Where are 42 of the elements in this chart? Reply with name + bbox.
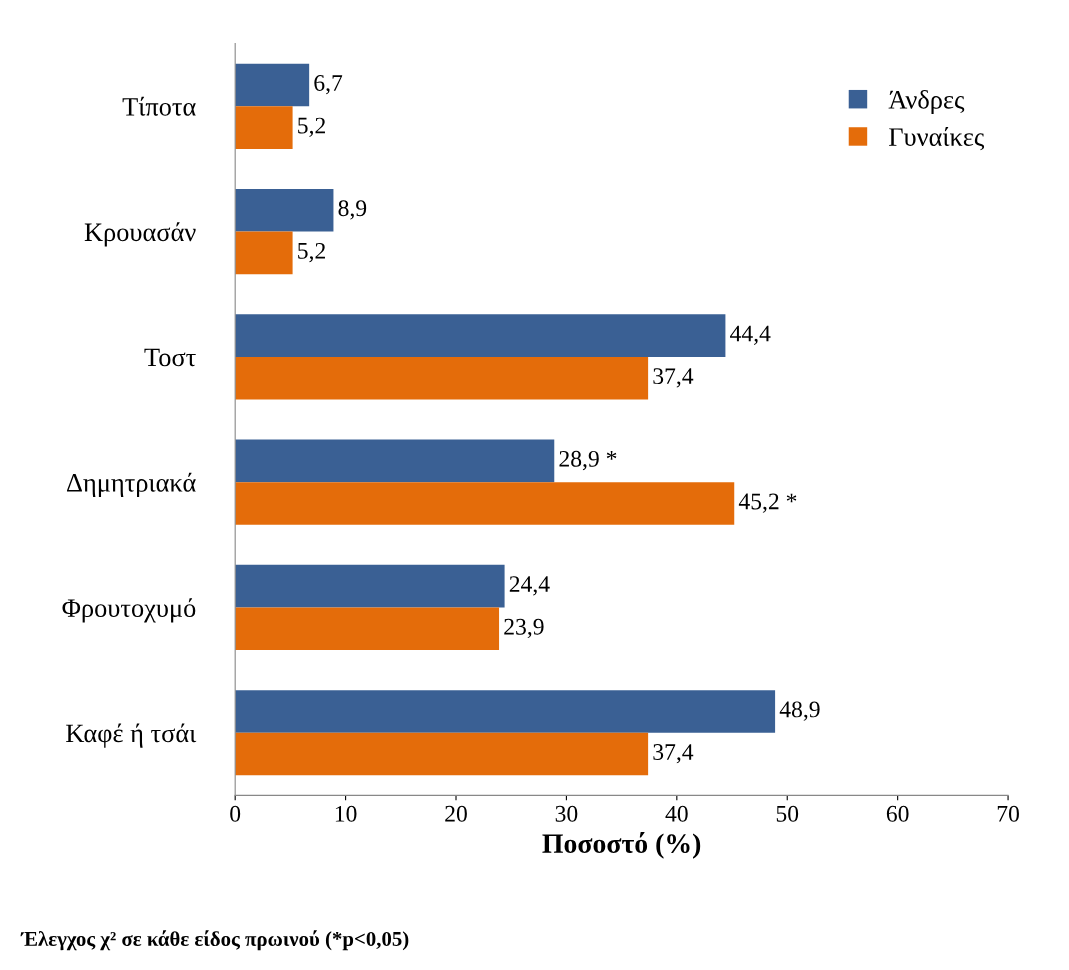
- bar: [235, 63, 310, 107]
- x-tick-label: 20: [445, 805, 467, 822]
- data-label: 37,4: [653, 744, 694, 764]
- bar: [235, 482, 735, 525]
- x-tick-label: 40: [665, 805, 688, 822]
- bar: [235, 732, 649, 776]
- bar: [235, 564, 505, 608]
- y-tick-label: Τίποτα: [122, 96, 196, 116]
- data-label: 45,2 *: [738, 493, 797, 513]
- data-label: 6,7: [314, 75, 343, 95]
- x-tick-label: 10: [335, 805, 357, 822]
- data-label: 24,4: [509, 576, 550, 596]
- x-axis-title: Ποσοστό (%): [542, 832, 701, 859]
- legend-label: Γυναίκες: [889, 127, 985, 151]
- data-label: 48,9: [779, 701, 820, 721]
- bar: [235, 607, 500, 651]
- data-label: 37,4: [653, 368, 694, 388]
- data-label: 5,2: [298, 242, 325, 263]
- data-label: 5,2: [298, 117, 325, 137]
- y-tick-label: Φρουτοχυμό: [62, 598, 196, 623]
- bar: [235, 106, 293, 149]
- x-tick-label: 50: [776, 805, 799, 822]
- data-label: 44,4: [730, 325, 771, 345]
- x-tick-label: 70: [997, 805, 1019, 822]
- y-tick-label: Δημητριακά: [66, 472, 196, 498]
- x-tick-label: 0: [230, 805, 241, 822]
- data-label: 8,9: [338, 200, 367, 220]
- text: Έλεγχος χ² σε κάθε είδος πρωινού (*p<0,05): [20, 930, 409, 951]
- data-label: 28,9 *: [559, 450, 617, 471]
- bar: [235, 231, 293, 275]
- y-tick-label: Τοστ: [144, 348, 196, 367]
- y-tick-label: Καφέ ή τσάι: [66, 723, 197, 748]
- x-tick-label: 30: [555, 805, 578, 822]
- y-tick-label: Κρουασάν: [84, 222, 196, 247]
- bar: [235, 690, 776, 733]
- data-label: 23,9: [504, 618, 544, 639]
- bar: [235, 356, 649, 400]
- bar: [235, 188, 334, 232]
- x-tick-label: 60: [886, 805, 909, 822]
- bar: [235, 314, 726, 357]
- bar: [235, 439, 555, 483]
- legend-label: Άνδρες: [888, 89, 965, 115]
